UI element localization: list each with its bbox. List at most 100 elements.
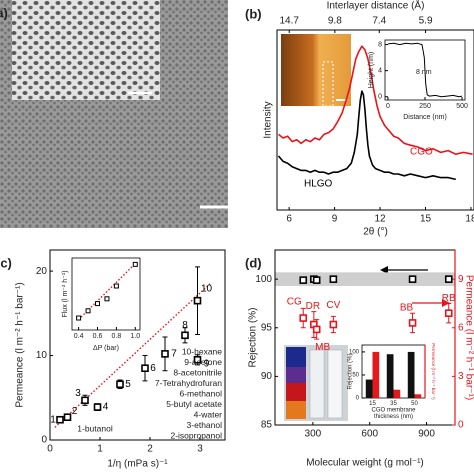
x-axis-label: thickness (nm)	[374, 414, 413, 420]
marker	[81, 396, 89, 405]
y-tick-label: 0	[41, 435, 47, 446]
marker	[104, 296, 110, 302]
marker	[312, 325, 321, 334]
y-tick-label: 100	[349, 349, 360, 355]
marker	[113, 283, 119, 289]
marker	[312, 276, 321, 284]
bar	[393, 389, 401, 398]
marker	[93, 403, 102, 411]
y-tick-label: 100	[255, 274, 272, 285]
point-label: 10	[201, 283, 213, 294]
plot-frame	[276, 29, 474, 211]
y2-tick-label: 6	[458, 322, 464, 333]
marker	[193, 296, 202, 305]
series-label: CGO	[410, 147, 433, 158]
marker	[116, 380, 124, 389]
x2-axis-label: Interlayer distance (Å)	[327, 0, 425, 12]
annotation: 8 nm	[416, 69, 432, 76]
vial-photo	[284, 345, 348, 421]
point-label: CV	[326, 300, 340, 311]
marker	[444, 309, 453, 317]
marker	[56, 415, 64, 424]
marker	[181, 331, 189, 340]
plot-frame	[71, 257, 141, 331]
point-label: RB	[442, 293, 456, 304]
x-tick-label: 35	[390, 401, 397, 407]
x-tick-label: 900	[418, 429, 435, 440]
y-tick-label: 50	[352, 373, 359, 379]
y-axis-label: Height (nm)	[368, 52, 375, 89]
line	[54, 283, 211, 428]
x-tick-label: 300	[305, 429, 322, 440]
x-tick-label: 12	[374, 214, 386, 225]
line	[78, 263, 136, 321]
marker	[408, 319, 417, 327]
x-axis-label: Molecular weight (g mol⁻¹)	[306, 458, 424, 469]
point-label: MB	[315, 342, 330, 353]
y2-axis-label: Permeance (l m⁻² h⁻¹ bar⁻¹)	[431, 343, 436, 400]
bar	[365, 379, 373, 398]
marker	[408, 275, 417, 283]
point-label: 3	[75, 388, 81, 399]
line	[387, 42, 463, 98]
marker	[193, 355, 202, 364]
y-tick-label: 0	[378, 94, 382, 101]
x-axis-label: ΔP (bar)	[93, 345, 119, 352]
x-axis-label: CGO membrane	[371, 408, 416, 414]
point-label: 5	[125, 379, 131, 390]
point-label: DR	[306, 301, 320, 312]
x-tick-label: 50	[411, 401, 418, 407]
annotation: 10-hexane	[182, 346, 222, 356]
y2-axis-label: Permeance (l m⁻² h⁻¹ bar⁻¹)	[463, 275, 474, 400]
x-tick-label: 9	[332, 214, 338, 225]
bar	[372, 351, 380, 398]
bar	[407, 351, 415, 398]
y-axis-label: Flux (l m⁻² h⁻¹)	[62, 270, 69, 317]
x2-tick-label: 7.4	[372, 16, 386, 27]
y-tick-label: 10	[36, 350, 48, 361]
x2-tick-label: 5.9	[419, 16, 433, 27]
marker	[299, 276, 308, 284]
x-tick-label: 3	[197, 444, 203, 455]
panel-label: (b)	[245, 6, 262, 21]
afm-image	[281, 34, 351, 107]
marker	[299, 314, 308, 322]
y-tick-label: 4	[378, 67, 382, 74]
point-label: BB	[400, 303, 414, 314]
point-label: 4	[103, 402, 109, 413]
point-label: 8	[182, 320, 188, 331]
panel-label: (a)	[0, 5, 8, 20]
sem-image	[0, 0, 228, 228]
marker	[85, 308, 91, 314]
y-tick-label: 20	[36, 266, 48, 277]
annotation: 3-ethanol	[187, 420, 223, 430]
panel-label: (d)	[245, 255, 262, 270]
line	[278, 45, 473, 155]
marker	[329, 275, 338, 283]
annotation: 4-water	[194, 409, 223, 419]
x-tick-label: 250	[419, 103, 431, 110]
y-axis-label: Rejection (%)	[248, 307, 259, 367]
annotation: 2-isopropanol	[170, 430, 222, 440]
y-tick-label: 85	[261, 420, 273, 431]
marker	[329, 320, 338, 329]
x-tick-label: 0.6	[93, 333, 103, 340]
annotation: 6-methanol	[179, 388, 222, 398]
x-tick-label: 15	[369, 401, 376, 407]
marker	[141, 364, 149, 373]
y-axis-label: Rejection (%)	[348, 353, 354, 389]
x-axis-label: 2θ (°)	[363, 227, 388, 238]
x-tick-label: 2	[147, 444, 153, 455]
x-tick-label: 1	[97, 444, 103, 455]
marker	[95, 301, 100, 307]
x-tick-label: 6	[286, 214, 292, 225]
x-tick-label: 0	[47, 444, 53, 455]
line	[277, 90, 456, 181]
marker	[76, 315, 82, 321]
x-tick-label: 1.0	[130, 333, 140, 340]
y2-tick-label: 3	[458, 371, 464, 382]
marker	[161, 350, 169, 358]
annotation: 8-acetonitrile	[173, 367, 222, 377]
